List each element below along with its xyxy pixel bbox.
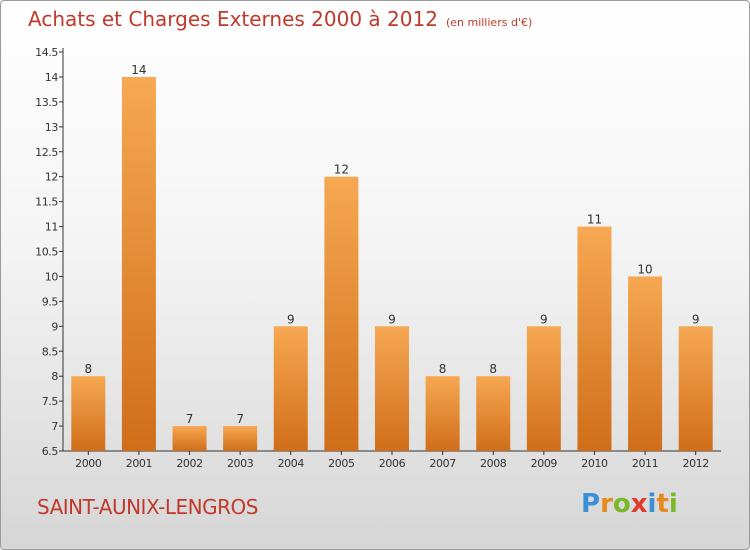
x-tick-label: 2006 [379,457,406,470]
bar-value-label: 8 [84,362,92,376]
y-tick-label: 9 [51,320,58,333]
logo-letter: r [600,489,613,519]
bar-2011 [628,276,663,451]
bar-value-label: 9 [388,312,396,326]
x-tick-label: 2010 [581,457,608,470]
logo-letter: t [656,489,669,519]
bar-value-label: 8 [489,362,497,376]
y-tick-label: 11 [45,221,58,234]
bar-2002 [172,426,207,451]
logo-letter: i [647,489,657,519]
bar-2007 [425,376,460,451]
x-tick-label: 2007 [429,457,456,470]
bar-2000 [71,376,106,451]
bar-value-label: 7 [236,412,244,426]
bar-2003 [223,426,258,451]
y-tick-label: 6.5 [42,445,59,458]
x-tick-label: 2001 [126,457,152,470]
x-tick-label: 2002 [176,457,202,470]
bar-2012 [678,326,713,451]
y-tick-label: 13 [45,121,59,134]
bar-value-label: 8 [439,362,447,376]
bar-value-label: 9 [287,312,295,326]
bar-value-label: 7 [186,412,194,426]
y-tick-label: 12 [45,171,58,184]
x-tick-label: 2009 [531,457,558,470]
x-tick-label: 2011 [632,457,658,470]
bar-2010 [577,226,612,451]
commune-name: SAINT-AUNIX-LENGROS [37,495,258,519]
y-tick-label: 12.5 [35,146,58,159]
x-tick-label: 2003 [227,457,254,470]
bar-2004 [273,326,308,451]
logo-letter: P [581,489,601,519]
y-tick-label: 14 [45,71,59,84]
bar-2005 [324,176,359,451]
x-tick-label: 2012 [682,457,708,470]
logo-letter: i [668,489,678,519]
x-tick-label: 2005 [328,457,355,470]
bar-2008 [476,376,511,451]
bar-2009 [526,326,561,451]
y-tick-label: 10 [45,270,59,283]
y-tick-label: 7 [51,420,58,433]
y-tick-label: 9.5 [42,295,59,308]
chart-title: Achats et Charges Externes 2000 à 2012 (e… [28,7,532,31]
chart-unit: (en milliers d'€) [445,16,533,29]
y-tick-label: 8 [51,370,58,383]
logo-letter: o [612,489,631,519]
bar-value-label: 9 [692,312,700,326]
bar-value-label: 12 [334,163,349,177]
bar-2001 [121,76,156,451]
x-tick-label: 2004 [278,457,305,470]
chart-title-text: Achats et Charges Externes 2000 à 2012 [28,7,438,31]
bar-value-label: 14 [131,63,146,77]
y-tick-label: 7.5 [42,395,59,408]
bar-value-label: 11 [587,213,602,227]
bar-value-label: 9 [540,312,548,326]
y-tick-label: 8.5 [42,345,59,358]
logo-letter: x [630,489,648,519]
y-tick-label: 13.5 [35,96,58,109]
proxiti-logo: Proxiti [581,489,678,519]
bar-2006 [375,326,409,451]
y-tick-label: 11.5 [35,196,58,209]
y-tick-label: 10.5 [35,246,58,259]
x-tick-label: 2000 [75,457,102,470]
x-tick-label: 2008 [480,457,507,470]
bar-value-label: 10 [637,262,652,276]
y-tick-label: 14.5 [35,46,58,59]
